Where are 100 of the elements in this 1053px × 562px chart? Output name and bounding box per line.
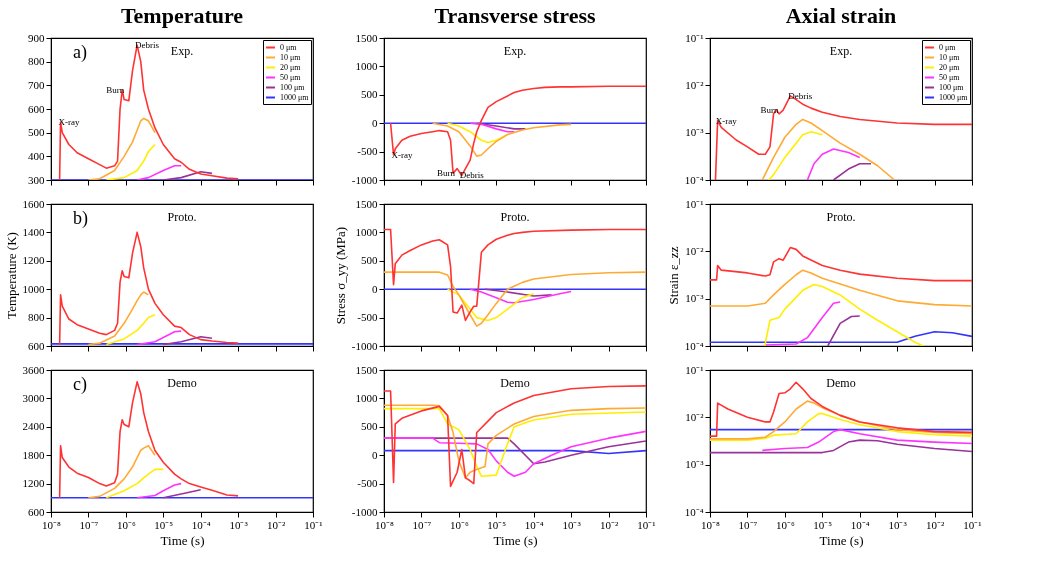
y-tick-label: 10⁻⁴ (684, 173, 704, 186)
legend-label: 20 μm (280, 62, 302, 72)
legend-label: 1000 μm (280, 92, 310, 102)
x-axis-title: Time (s) (819, 532, 864, 548)
y-tick-label: 1200 (22, 254, 45, 267)
annotation: Burn (106, 85, 125, 96)
x-tick-label: 10⁻⁵ (487, 518, 507, 531)
chart-title: Axial strain (785, 3, 897, 28)
x-tick-label: 10⁻⁸ (42, 518, 62, 531)
chart-title: Temperature (120, 3, 244, 28)
x-tick-label: 10⁻⁷ (738, 518, 758, 531)
x-tick-label: 10⁻⁶ (449, 518, 469, 531)
x-tick-label: 10⁻³ (229, 518, 249, 531)
legend-label: 50 μm (939, 72, 961, 82)
y-tick-label: 10⁻² (685, 244, 705, 257)
y-tick-label: 700 (28, 78, 45, 91)
y-tick-label: 600 (28, 102, 45, 115)
y-tick-label: 600 (28, 339, 45, 352)
annotation: Exp. (829, 44, 853, 58)
annotation: Demo (167, 376, 197, 390)
y-tick-label: 1400 (22, 225, 45, 238)
legend-label: 0 μm (939, 42, 957, 52)
y-tick-label: 0 (372, 116, 378, 129)
annotation: Proto. (167, 210, 197, 224)
annotation: Debris (135, 40, 160, 51)
x-tick-label: 10⁻¹ (304, 518, 323, 531)
y-tick-label: 400 (28, 149, 45, 162)
legend-label: 10 μm (280, 52, 302, 62)
annotation: Burn (760, 105, 780, 116)
y-axis-title: Strain ε_zz (665, 246, 681, 305)
y-tick-label: 1500 (355, 363, 378, 376)
x-axis-title: Time (s) (160, 532, 205, 548)
y-tick-label: -500 (357, 311, 378, 324)
annotation: Exp. (170, 44, 194, 58)
y-tick-label: 900 (28, 31, 45, 44)
y-tick-label: 500 (361, 88, 378, 101)
y-tick-label: 500 (28, 126, 45, 139)
y-tick-label: 1000 (355, 59, 378, 72)
x-tick-label: 10⁻⁵ (813, 518, 833, 531)
annotation: X-ray (715, 115, 738, 126)
y-tick-label: 10⁻⁴ (684, 339, 704, 352)
legend-label: 50 μm (280, 72, 302, 82)
y-tick-label: 10⁻¹ (685, 31, 704, 44)
y-tick-label: 3000 (22, 391, 45, 404)
y-tick-label: 1000 (355, 391, 378, 404)
y-tick-label: -500 (357, 477, 378, 490)
y-tick-label: 500 (361, 420, 378, 433)
legend-label: 100 μm (280, 82, 306, 92)
legend-label: 100 μm (939, 82, 965, 92)
y-axis-title: Stress σ_yy (MPa) (332, 226, 348, 325)
y-tick-label: -1000 (351, 505, 378, 518)
y-tick-label: 0 (372, 448, 378, 461)
annotation: Exp. (503, 44, 527, 58)
y-tick-label: 3600 (22, 363, 45, 376)
y-tick-label: -1000 (351, 173, 378, 186)
y-tick-label: 800 (28, 311, 45, 324)
chart-title: Transverse stress (434, 3, 596, 28)
y-tick-label: 10⁻¹ (685, 197, 704, 210)
y-tick-label: 10⁻³ (685, 292, 705, 305)
x-tick-label: 10⁻³ (888, 518, 908, 531)
y-tick-label: 2400 (22, 420, 45, 433)
y-tick-label: 0 (372, 282, 378, 295)
y-tick-label: 1000 (22, 282, 45, 295)
legend-label: 1000 μm (939, 92, 969, 102)
x-tick-label: 10⁻¹ (963, 518, 982, 531)
y-axis-title: Temperature (K) (3, 232, 19, 319)
y-tick-label: 10⁻² (685, 78, 705, 91)
annotation: Proto. (500, 210, 530, 224)
y-tick-label: -1000 (351, 339, 378, 352)
x-tick-label: 10⁻⁸ (375, 518, 395, 531)
annotation: Debris (459, 170, 485, 181)
y-tick-label: 1000 (355, 225, 378, 238)
annotation: Debris (788, 90, 813, 101)
y-tick-label: -500 (357, 145, 378, 158)
annotation: Burn (437, 168, 456, 179)
y-tick-label: 1500 (355, 31, 378, 44)
y-tick-label: 10⁻¹ (685, 363, 704, 376)
annotation: c) (73, 374, 87, 395)
y-tick-label: 600 (28, 505, 45, 518)
y-tick-label: 800 (28, 55, 45, 68)
y-tick-label: 1200 (22, 477, 45, 490)
x-tick-label: 10⁻³ (562, 518, 582, 531)
annotation: a) (73, 42, 87, 63)
x-tick-label: 10⁻⁷ (412, 518, 432, 531)
y-tick-label: 1600 (22, 197, 45, 210)
annotation: Proto. (826, 210, 856, 224)
y-tick-label: 10⁻⁴ (684, 505, 704, 518)
x-tick-label: 10⁻² (925, 518, 945, 531)
x-tick-label: 10⁻⁵ (154, 518, 174, 531)
line-series (826, 315, 861, 346)
legend-label: 20 μm (939, 62, 961, 72)
x-tick-label: 10⁻⁶ (116, 518, 136, 531)
y-tick-label: 1500 (355, 197, 378, 210)
x-tick-label: 10⁻⁴ (191, 518, 211, 531)
annotation: X-ray (58, 117, 81, 128)
y-tick-label: 1800 (22, 448, 45, 461)
legend-label: 0 μm (280, 42, 298, 52)
y-tick-label: 500 (361, 254, 378, 267)
x-tick-label: 10⁻² (266, 518, 286, 531)
y-tick-label: 10⁻³ (685, 458, 705, 471)
